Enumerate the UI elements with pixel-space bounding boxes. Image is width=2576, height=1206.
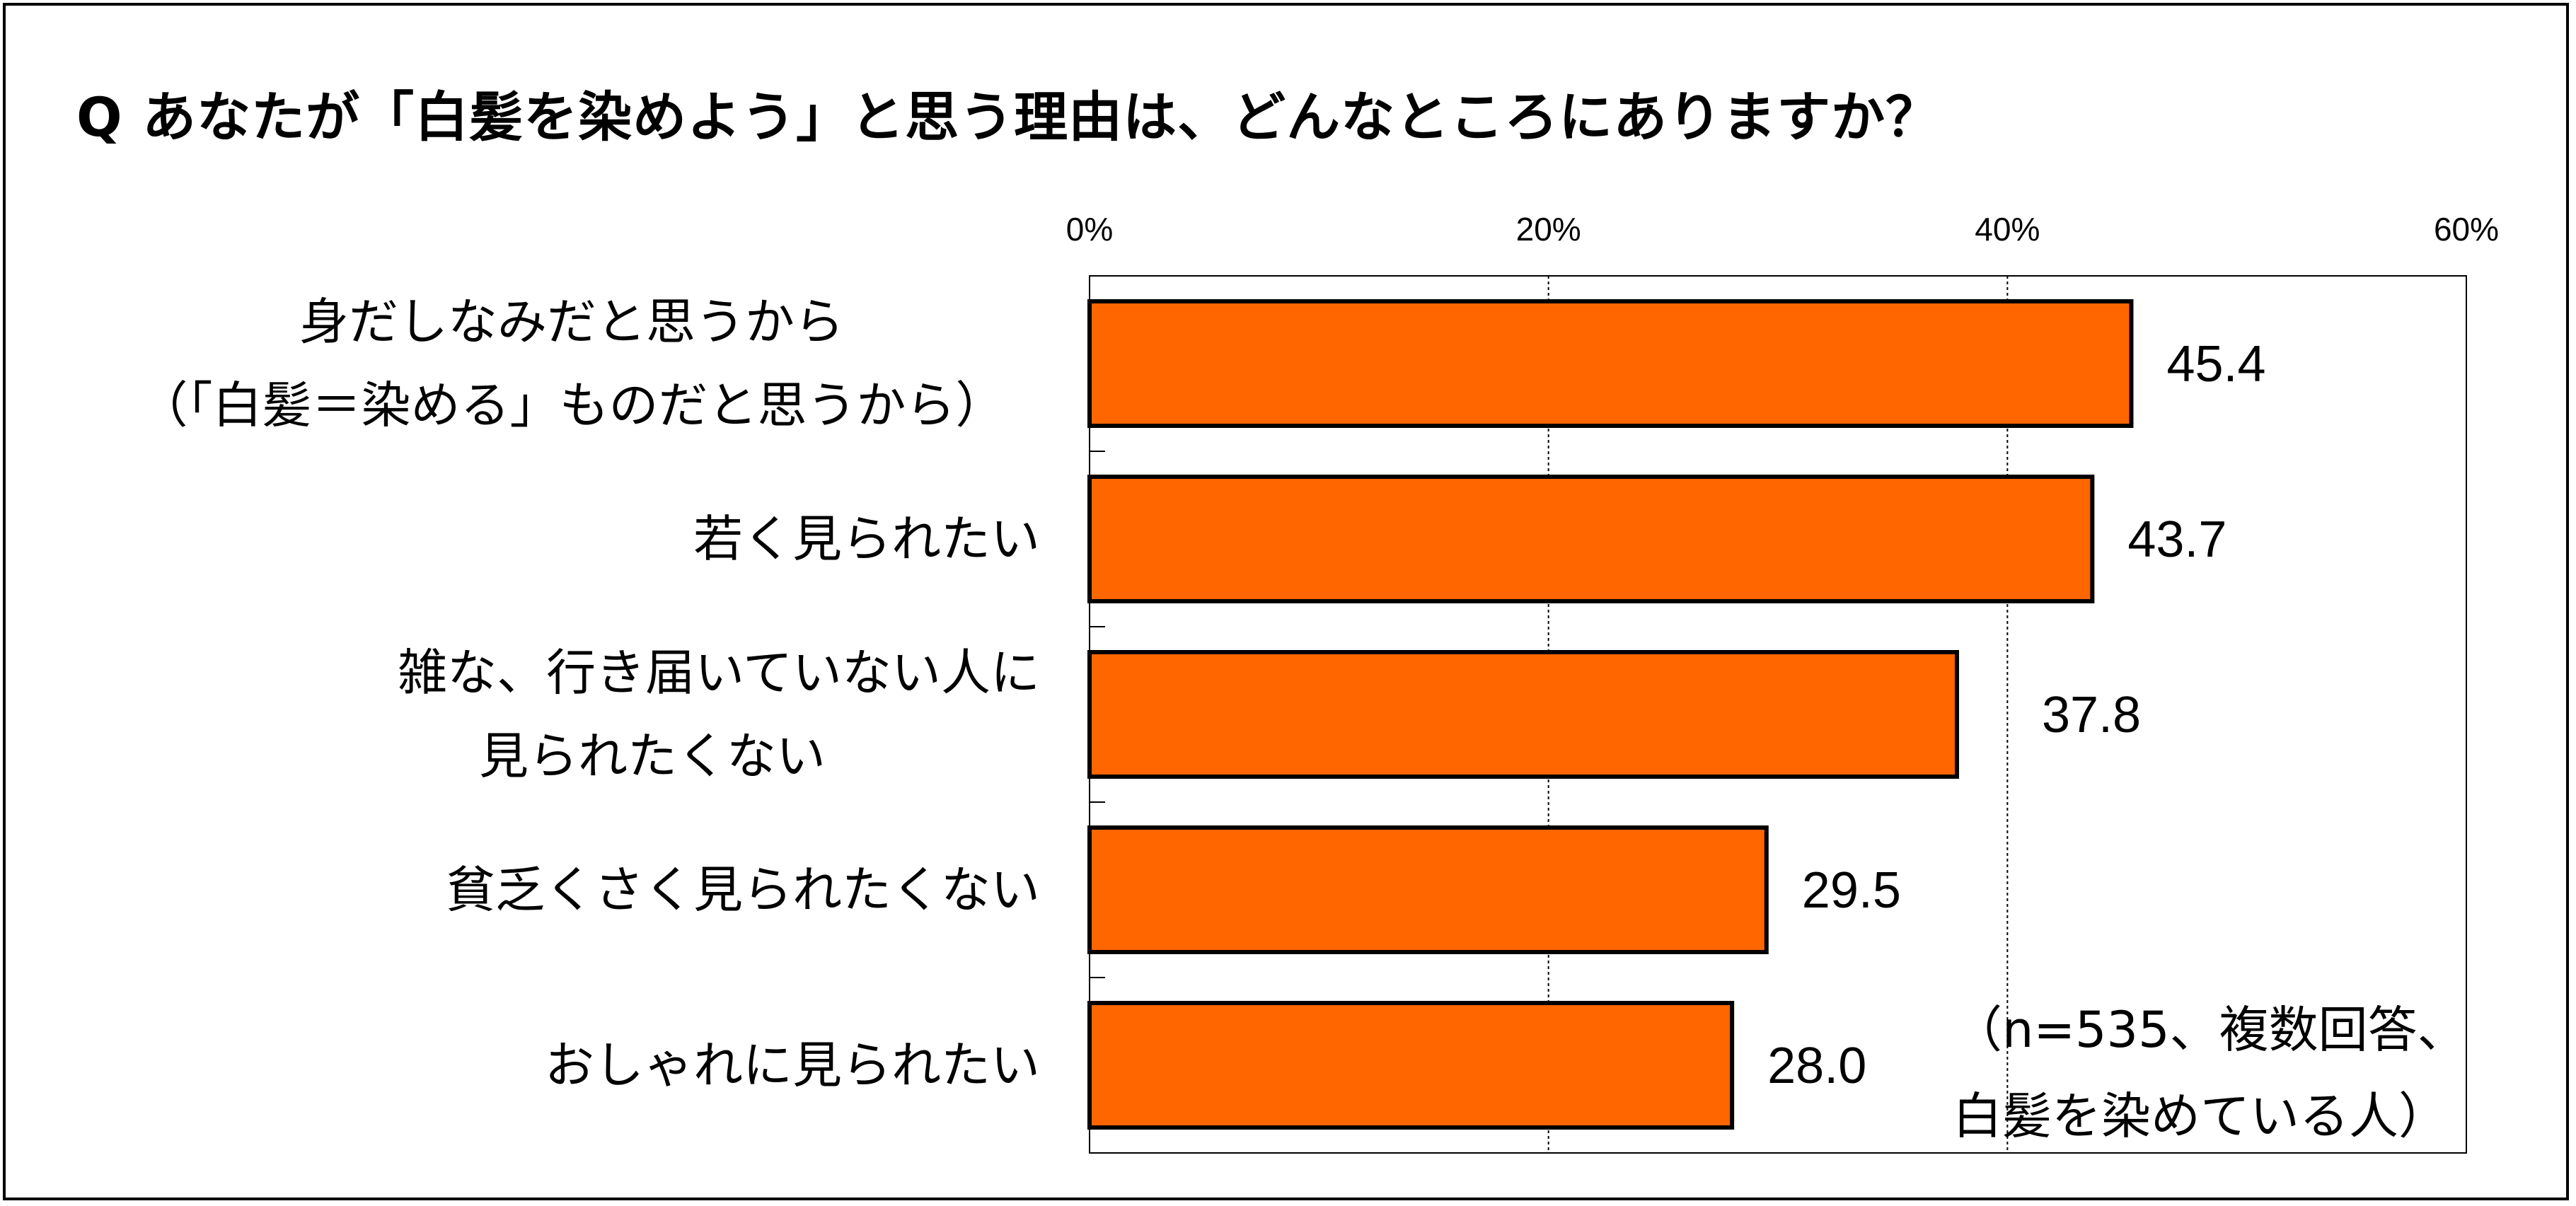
category-label: （「白髪＝染める」ものだと思うから） — [139, 376, 1005, 434]
chart-title: Q あなたが「白髪を染めよう」と思う理由は、どんなところにありますか？ — [76, 86, 1941, 149]
sample-note: （n=535、複数回答、 白髪を染めている人） — [1953, 987, 2467, 1159]
category-label: 身だしなみだと思うから — [299, 293, 844, 351]
value-label: 43.7 — [2127, 511, 2226, 568]
sample-note-line-2: 白髪を染めている人） — [1953, 1087, 2448, 1145]
x-tick-label: 60% — [2434, 211, 2499, 248]
value-label: 37.8 — [2042, 687, 2141, 743]
bar — [1087, 1001, 1735, 1130]
category-label: 見られたくない — [479, 727, 826, 785]
sample-note-line-1: （n=535、複数回答、 — [1953, 1001, 2467, 1059]
x-tick-label: 40% — [1975, 211, 2040, 248]
value-label: 28.0 — [1767, 1038, 1866, 1094]
x-tick-label: 20% — [1516, 211, 1581, 248]
category-label: おしゃれに見られたい — [545, 1036, 1040, 1094]
chart-frame — [3, 3, 2569, 1200]
category-label: 雑な、行き届いていない人に — [398, 644, 1040, 702]
x-tick-label: 0% — [1066, 211, 1113, 248]
bar — [1087, 825, 1769, 954]
bar — [1087, 650, 1959, 779]
bar — [1087, 299, 2134, 428]
value-label: 29.5 — [1802, 862, 1901, 919]
category-label: 若く見られたい — [693, 510, 1040, 568]
value-label: 45.4 — [2166, 336, 2265, 393]
bar — [1087, 475, 2095, 603]
category-label: 貧乏くさく見られたくない — [446, 861, 1040, 919]
